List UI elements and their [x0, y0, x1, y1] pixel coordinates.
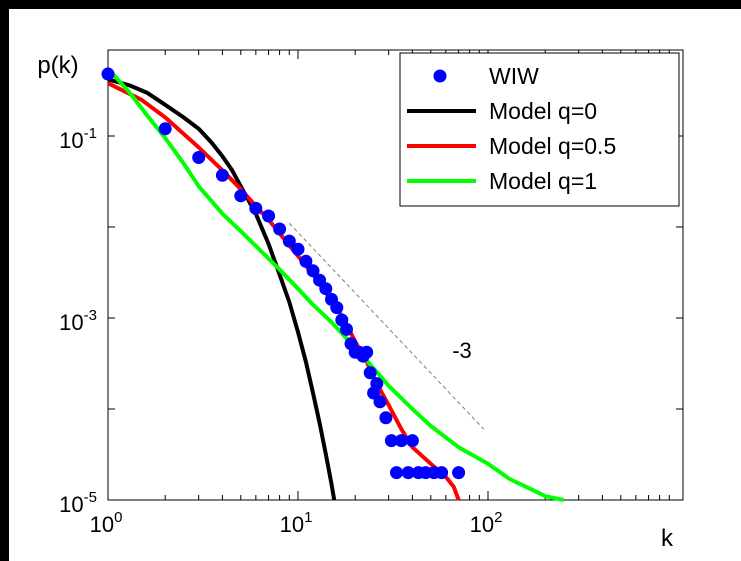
wiw-data-point	[291, 242, 305, 256]
wiw-data-point	[319, 282, 333, 296]
wiw-data-point	[384, 434, 398, 448]
wiw-data-point	[299, 254, 313, 268]
wiw-data-point	[273, 222, 287, 236]
reference-slope-dashed-line	[288, 222, 485, 430]
wiw-data-point	[249, 201, 263, 215]
x-axis-label: k	[661, 525, 674, 552]
series-layer	[101, 67, 565, 502]
axis-labels: 100 101 102 10-1 10-3 10-5 k p(k)	[37, 52, 674, 552]
series-line-3	[108, 67, 565, 502]
legend-label: Model q=1	[489, 168, 597, 194]
wiw-data-point	[373, 395, 387, 409]
wiw-data-point	[394, 434, 408, 448]
legend-label: WIW	[489, 63, 539, 89]
wiw-data-point	[262, 209, 276, 223]
wiw-data-point	[360, 345, 374, 359]
wiw-data-point	[330, 301, 344, 315]
reference-slope-line: -3	[288, 222, 485, 430]
x-tick-label: 100	[90, 509, 123, 537]
wiw-data-point	[390, 466, 403, 480]
wiw-data-point	[158, 122, 172, 136]
legend-label: Model q=0	[489, 98, 597, 124]
wiw-data-point	[363, 366, 377, 380]
wiw-data-point	[215, 168, 229, 182]
wiw-data-point	[101, 67, 115, 81]
wiw-data-point	[452, 466, 466, 480]
wiw-data-point	[306, 264, 320, 278]
wiw-data-point	[405, 434, 419, 448]
wiw-data-point	[340, 322, 353, 336]
slope-annotation: -3	[452, 338, 472, 363]
y-tick-label: 10-3	[59, 307, 97, 335]
wiw-data-point	[379, 411, 393, 425]
x-tick-label: 101	[280, 509, 313, 537]
wiw-data-point	[401, 466, 415, 480]
wiw-data-point	[234, 189, 248, 203]
legend: WIW Model q=0 Model q=0.5 Model q=1	[399, 52, 680, 207]
y-tick-label: 10-5	[59, 489, 97, 517]
y-tick-label: 10-1	[59, 125, 97, 153]
x-tick-label: 102	[470, 509, 503, 537]
wiw-data-point	[435, 466, 449, 480]
wiw-data-point	[192, 151, 206, 164]
legend-marker	[433, 69, 447, 83]
wiw-data-point	[282, 234, 296, 248]
wiw-data-point	[370, 377, 384, 391]
y-axis-label: p(k)	[37, 52, 78, 79]
legend-label: Model q=0.5	[489, 133, 616, 159]
